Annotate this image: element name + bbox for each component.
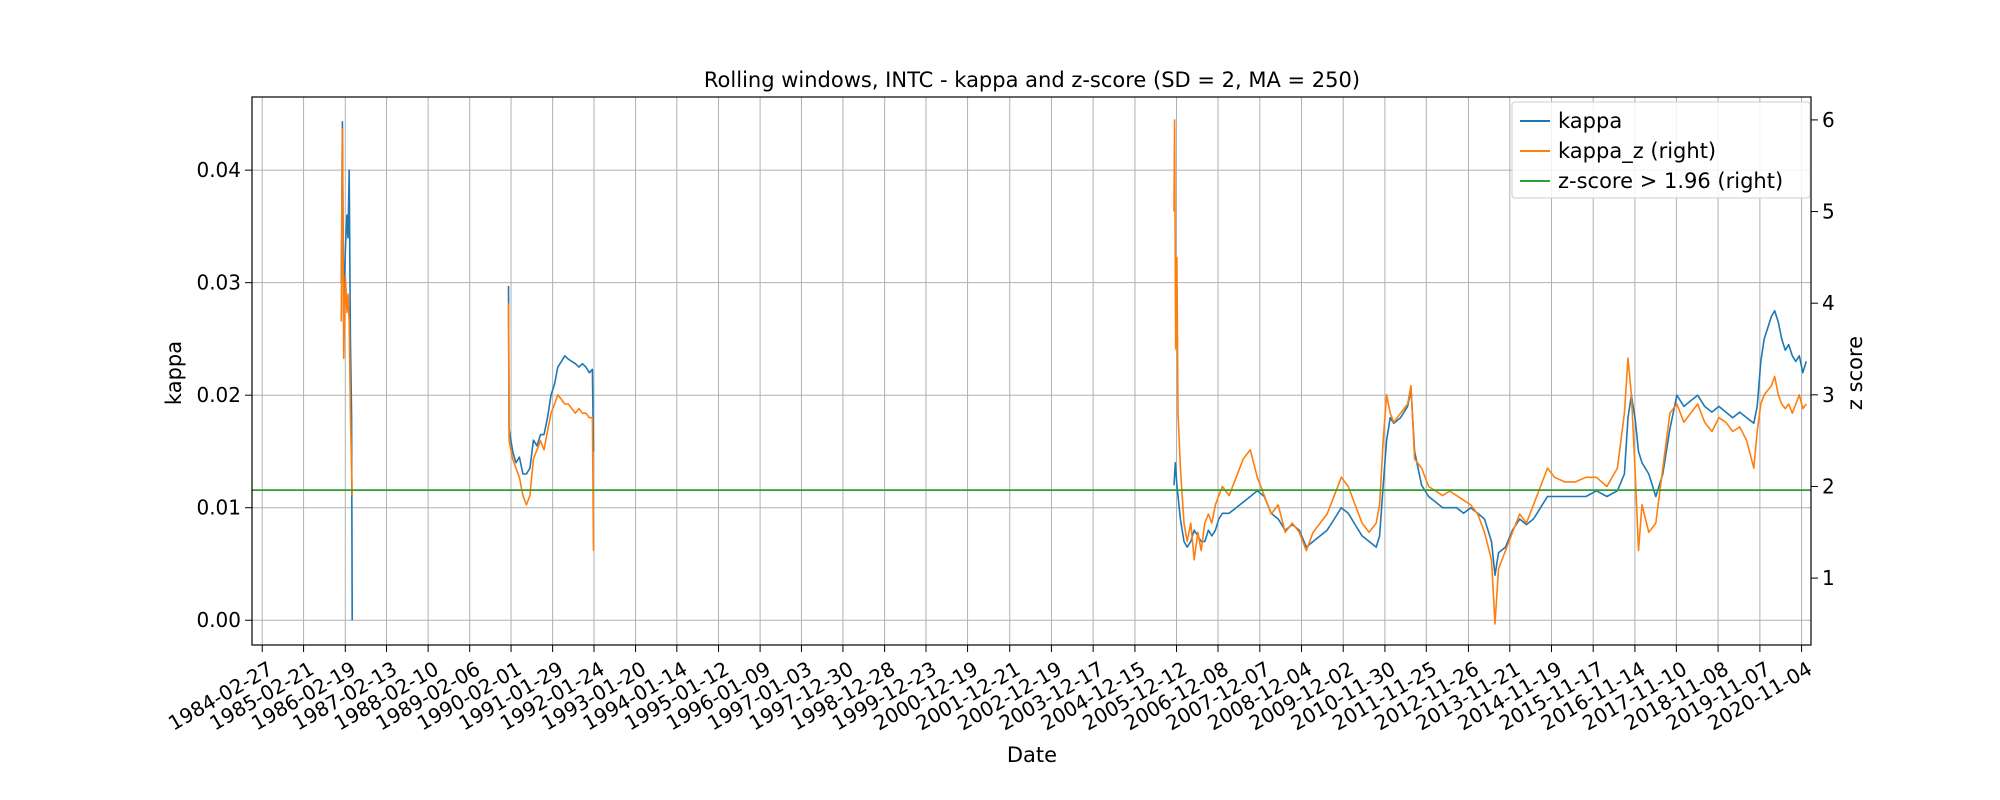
series-line-kappa-z-right-	[340, 128, 353, 496]
series-line-kappa-z-right-	[507, 303, 595, 551]
y-right-tick-label: 5	[1822, 200, 1835, 224]
plot-lines	[252, 119, 1811, 625]
y-tick-label: 0.01	[196, 496, 241, 520]
legend-label-kappa: kappa	[1558, 109, 1622, 133]
y-tick-label: 0.00	[196, 608, 241, 632]
legend-box	[1511, 101, 1811, 199]
legend-label-kappa-z: kappa_z (right)	[1558, 139, 1716, 164]
grid	[252, 97, 1811, 645]
y-axis-label: kappa	[162, 341, 186, 405]
y-right-tick-label: 4	[1822, 291, 1835, 315]
y-right-tick-label: 6	[1822, 108, 1835, 132]
y-right-tick-label: 1	[1822, 566, 1835, 590]
plot-frame	[251, 96, 1812, 646]
axes: 1984-02-271985-02-211986-02-191987-02-13…	[164, 108, 1835, 735]
y-tick-label: 0.04	[196, 158, 241, 182]
y-tick-label: 0.03	[196, 271, 241, 295]
y-right-tick-label: 2	[1822, 474, 1835, 498]
legend-label-threshold: z-score > 1.96 (right)	[1558, 169, 1783, 193]
chart-title: Rolling windows, INTC - kappa and z-scor…	[704, 68, 1360, 92]
series-line-kappa	[507, 285, 595, 475]
y-right-tick-label: 3	[1822, 383, 1835, 407]
legend: kappa kappa_z (right) z-score > 1.96 (ri…	[1511, 101, 1811, 199]
series-line-kappa-z-right-	[1173, 119, 1807, 625]
y-right-axis-label: z score	[1843, 336, 1867, 410]
x-axis-label: Date	[1007, 743, 1057, 767]
y-tick-label: 0.02	[196, 383, 241, 407]
